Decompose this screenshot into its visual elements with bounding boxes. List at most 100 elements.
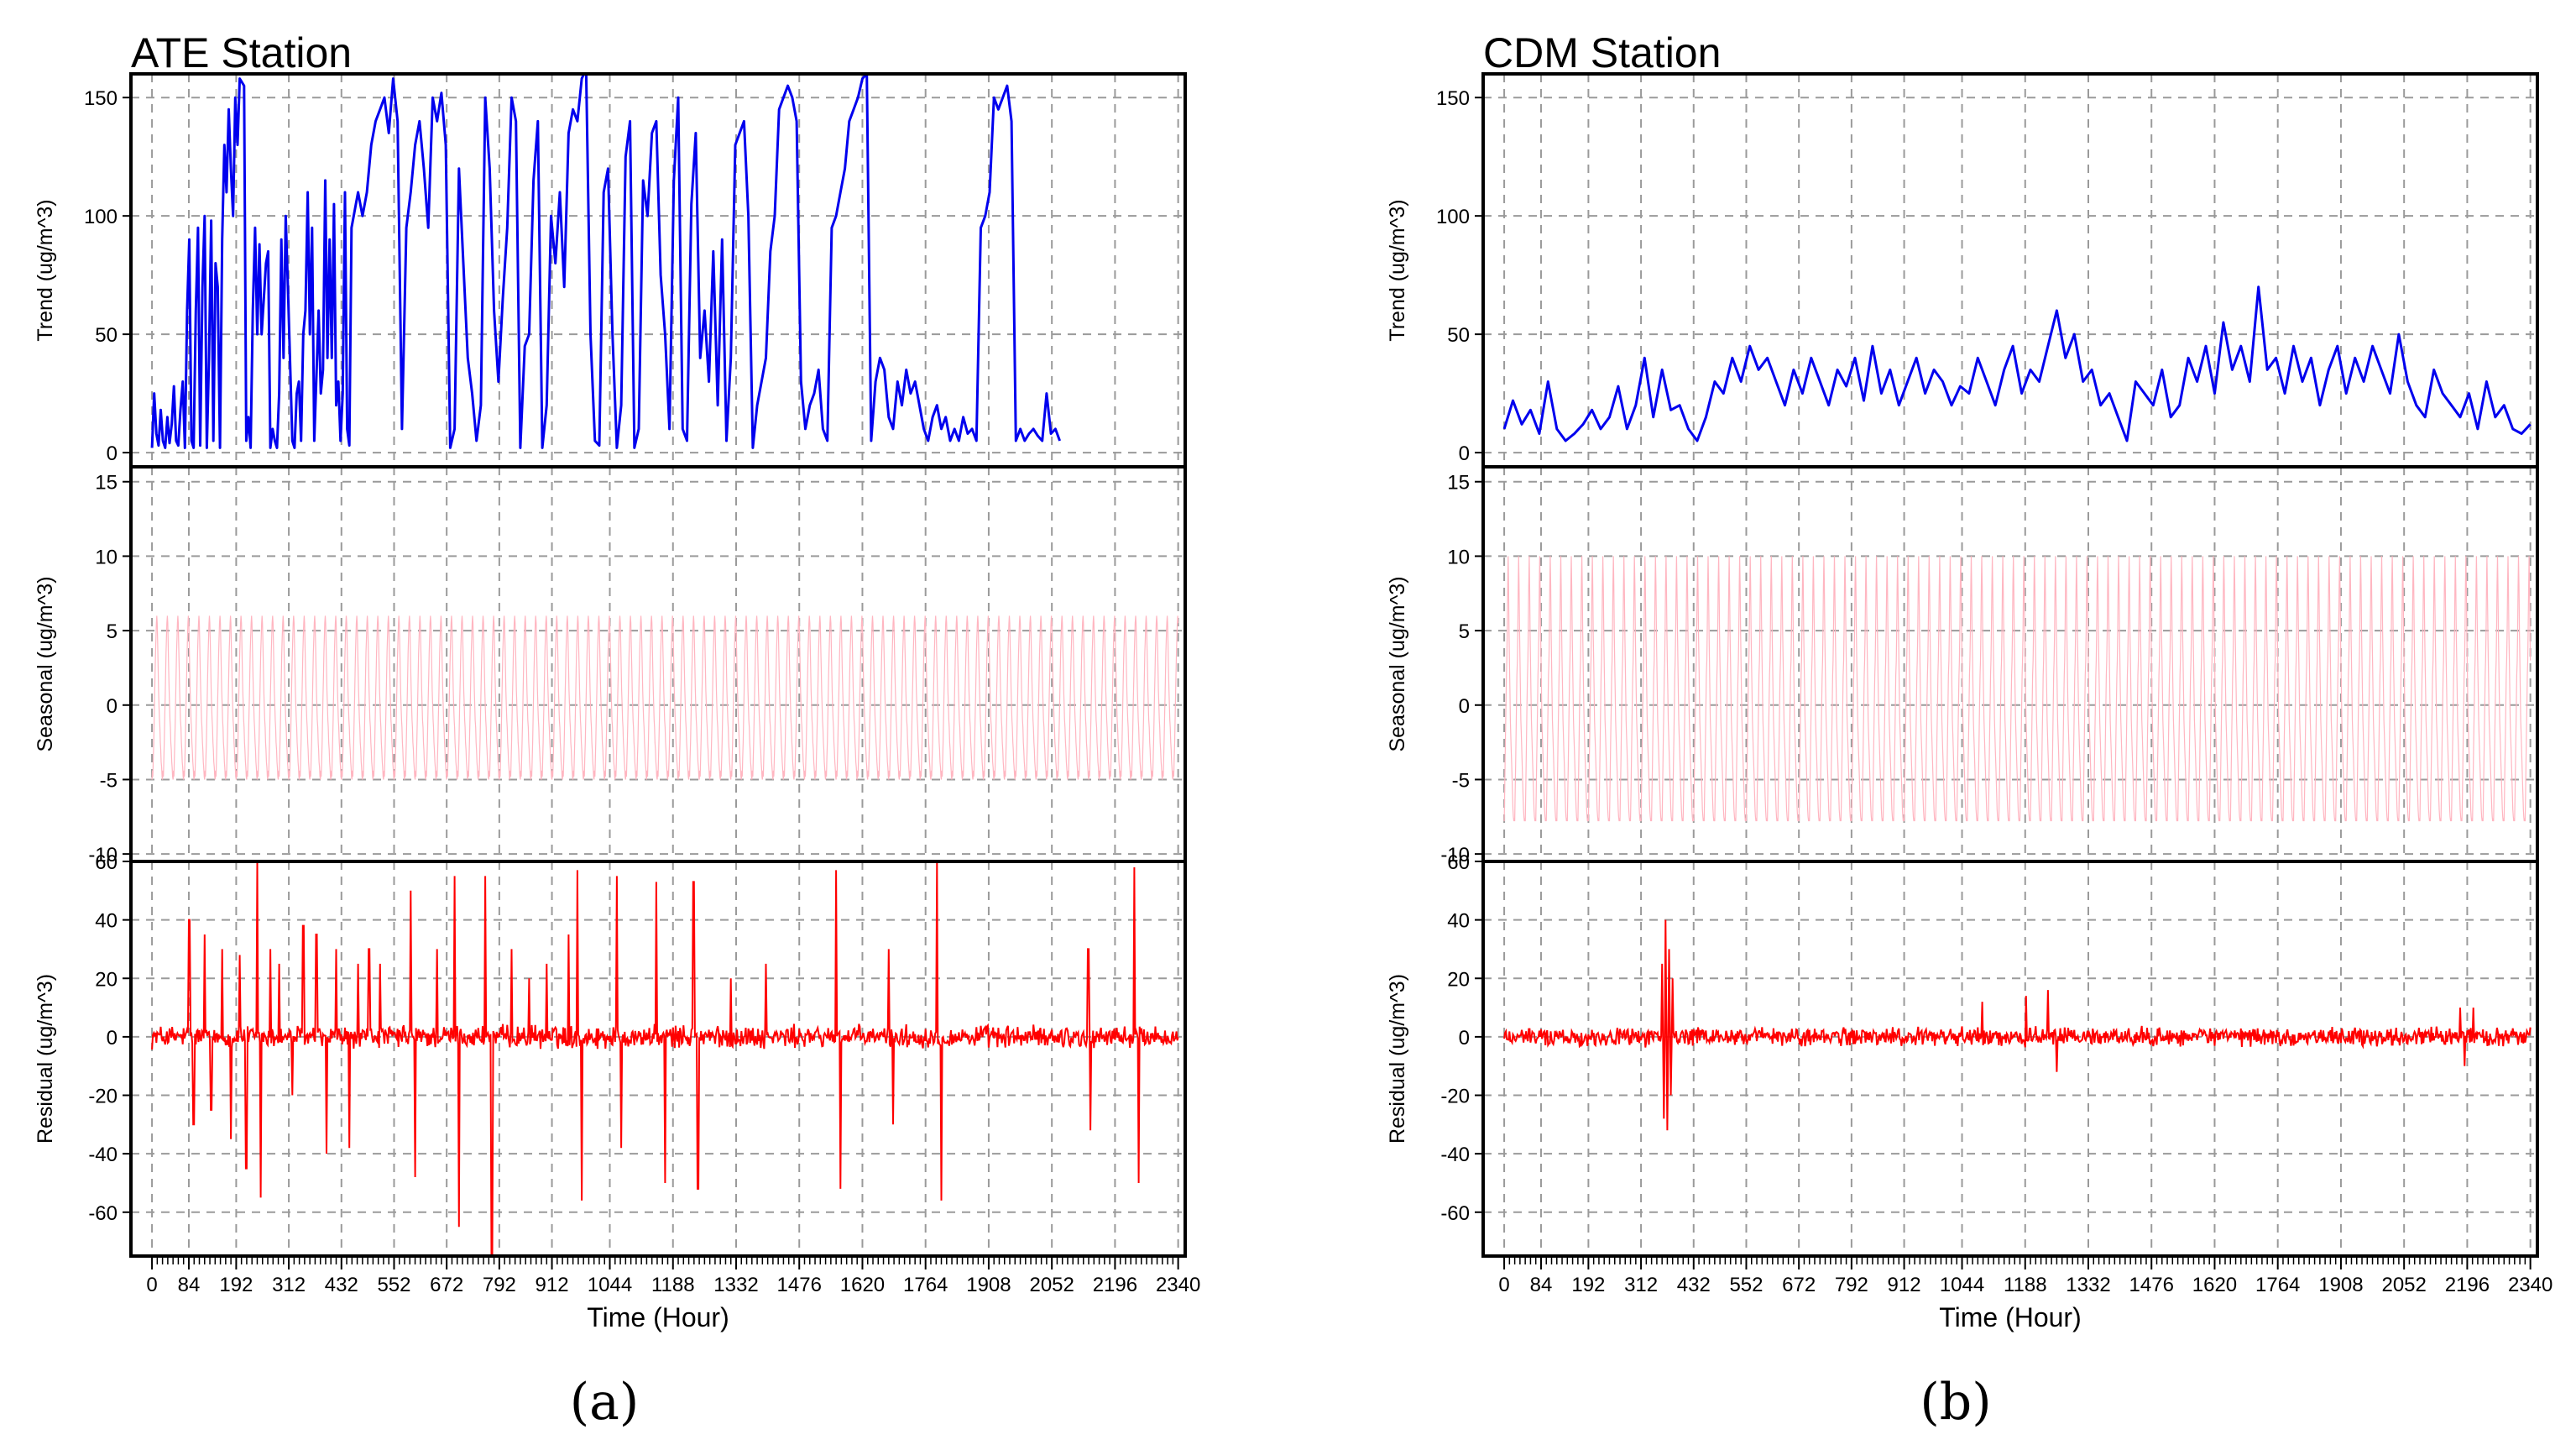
x-tick-label: 672 bbox=[1782, 1274, 1816, 1296]
y-tick-label: -20 bbox=[1440, 1086, 1470, 1108]
y-tick-label: 10 bbox=[1447, 546, 1470, 568]
panel-frame bbox=[1481, 860, 2539, 1258]
x-tick-label: 1188 bbox=[2004, 1274, 2047, 1296]
x-tick-label: 1332 bbox=[713, 1274, 758, 1296]
panel-trend: 0 50 100 150 Trend (ug/m^3) bbox=[1386, 72, 2539, 469]
series-line-residual bbox=[1503, 919, 2532, 1131]
panel-seasonal: -10 -5 0 5 10 15 Seasonal (ug/m^3) bbox=[34, 465, 1187, 866]
panel-seasonal: -10 -5 0 5 10 15 Seasonal (ug/m^3) bbox=[1386, 465, 2539, 866]
x-tick-label: 1620 bbox=[2192, 1274, 2237, 1296]
series-line-trend bbox=[1502, 285, 2532, 442]
y-axis-label: Residual (ug/m^3) bbox=[1386, 974, 1409, 1144]
x-tick-label: 912 bbox=[1888, 1274, 1921, 1296]
series-line-trend bbox=[150, 74, 1062, 449]
y-tick-label: 50 bbox=[95, 324, 118, 347]
x-tick-label: 2196 bbox=[1093, 1274, 1137, 1296]
caption-a: (a) bbox=[570, 1373, 640, 1432]
y-tick-label: 20 bbox=[1447, 968, 1470, 991]
y-tick-label: 150 bbox=[1436, 87, 1470, 110]
x-tick-label: 1332 bbox=[2066, 1274, 2110, 1296]
y-tick-label: -5 bbox=[100, 769, 118, 792]
x-tick-label: 2196 bbox=[2445, 1274, 2490, 1296]
y-tick-label: -60 bbox=[1440, 1202, 1470, 1225]
x-axis-label: Time (Hour) bbox=[1939, 1302, 2081, 1332]
y-tick-label: 0 bbox=[107, 1027, 118, 1050]
y-axis-label: Residual (ug/m^3) bbox=[34, 974, 57, 1144]
y-tick-label: -10 bbox=[1440, 844, 1470, 866]
y-tick-label: 100 bbox=[1436, 206, 1470, 228]
y-tick-label: 15 bbox=[95, 472, 118, 495]
y-tick-label: 0 bbox=[107, 442, 118, 465]
y-tick-label: 0 bbox=[1459, 1027, 1470, 1050]
x-tick-label: 792 bbox=[483, 1274, 516, 1296]
series-line-residual bbox=[151, 861, 1179, 1256]
y-axis-label: Seasonal (ug/m^3) bbox=[34, 576, 57, 751]
y-tick-label: 60 bbox=[1447, 851, 1470, 874]
x-tick-label: 792 bbox=[1835, 1274, 1868, 1296]
gridlines bbox=[1483, 74, 2537, 467]
y-tick-label: -5 bbox=[1452, 769, 1470, 792]
y-tick-label: -60 bbox=[88, 1202, 118, 1225]
gridlines bbox=[1483, 861, 2537, 1256]
y-tick-label: 60 bbox=[95, 851, 118, 874]
y-tick-label: -10 bbox=[88, 844, 118, 866]
y-tick-label: -40 bbox=[88, 1144, 118, 1166]
panel-residual: -60 -40 -20 0 20 40 60 Residual (ug/m^3) bbox=[34, 851, 1187, 1258]
x-tick-label: 1764 bbox=[2255, 1274, 2300, 1296]
x-tick-label: 312 bbox=[272, 1274, 306, 1296]
x-tick-label: 432 bbox=[1677, 1274, 1711, 1296]
x-tick-label: 1476 bbox=[2129, 1274, 2174, 1296]
gridlines bbox=[131, 74, 1185, 467]
x-tick-label: 2340 bbox=[2508, 1274, 2552, 1296]
y-tick-label: 5 bbox=[1459, 620, 1470, 643]
y-tick-label: 20 bbox=[95, 968, 118, 991]
y-axis-label: Seasonal (ug/m^3) bbox=[1386, 576, 1409, 751]
y-tick-label: 0 bbox=[1459, 442, 1470, 465]
y-tick-label: 50 bbox=[1447, 324, 1470, 347]
x-tick-label: 312 bbox=[1624, 1274, 1658, 1296]
x-tick-label: 552 bbox=[377, 1274, 410, 1296]
y-tick-label: 100 bbox=[84, 206, 118, 228]
y-tick-label: 40 bbox=[95, 910, 118, 933]
x-tick-label: 1764 bbox=[903, 1274, 948, 1296]
y-tick-label: 0 bbox=[107, 695, 118, 718]
series-line-seasonal bbox=[151, 615, 1179, 780]
x-tick-label: 192 bbox=[1571, 1274, 1605, 1296]
y-tick-label: 150 bbox=[84, 87, 118, 110]
x-tick-label: 1908 bbox=[2318, 1274, 2363, 1296]
x-tick-label: 0 bbox=[146, 1274, 157, 1296]
y-axis-label: Trend (ug/m^3) bbox=[1386, 199, 1409, 341]
y-tick-label: 5 bbox=[107, 620, 118, 643]
x-tick-label: 2052 bbox=[2381, 1274, 2426, 1296]
x-tick-label: 2052 bbox=[1029, 1274, 1074, 1296]
gridlines bbox=[131, 861, 1185, 1256]
x-axis: 0 84 192 312 432 552 672 792 912 1044 1188 1332 1476… bbox=[146, 1256, 1200, 1296]
chart-title: ATE Station bbox=[131, 29, 352, 76]
caption-b: (b) bbox=[1920, 1373, 1991, 1432]
x-tick-label: 912 bbox=[536, 1274, 569, 1296]
x-tick-label: 552 bbox=[1729, 1274, 1763, 1296]
y-tick-label: -40 bbox=[1440, 1144, 1470, 1166]
x-tick-label: 672 bbox=[430, 1274, 463, 1296]
x-tick-label: 1044 bbox=[588, 1274, 632, 1296]
y-tick-label: 10 bbox=[95, 546, 118, 568]
x-tick-label: 2340 bbox=[1156, 1274, 1200, 1296]
y-tick-label: 15 bbox=[1447, 472, 1470, 495]
x-tick-label: 1620 bbox=[840, 1274, 885, 1296]
panel-frame bbox=[129, 860, 1187, 1258]
x-axis-label: Time (Hour) bbox=[587, 1302, 729, 1332]
x-axis: 0 84 192 312 432 552 672 792 912 1044 1188 1332 1476… bbox=[1498, 1256, 2552, 1296]
x-tick-label: 192 bbox=[219, 1274, 253, 1296]
x-tick-label: 432 bbox=[325, 1274, 358, 1296]
gridlines bbox=[131, 467, 1185, 861]
y-tick-label: -20 bbox=[88, 1086, 118, 1108]
y-tick-label: 0 bbox=[1459, 695, 1470, 718]
panel-trend: 0 50 100 150 Trend (ug/m^3) bbox=[34, 72, 1187, 469]
y-tick-label: 40 bbox=[1447, 910, 1470, 933]
series-line-seasonal bbox=[1503, 556, 2532, 822]
x-tick-label: 84 bbox=[1530, 1274, 1553, 1296]
x-tick-label: 1044 bbox=[1940, 1274, 1984, 1296]
